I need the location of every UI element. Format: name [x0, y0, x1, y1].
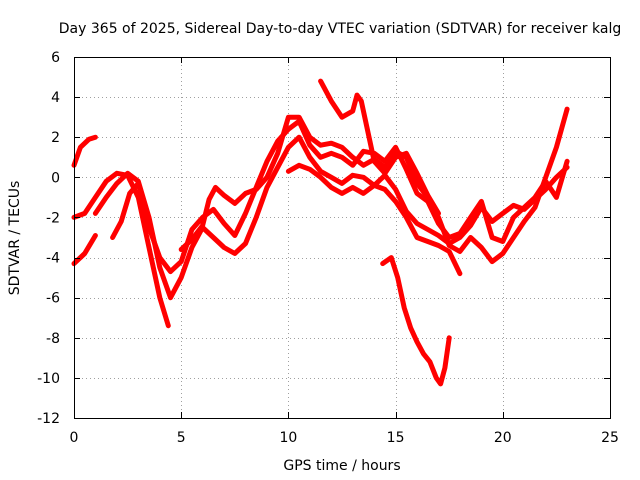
y-tick-label: 4	[51, 90, 60, 106]
grid-lines	[74, 57, 610, 418]
y-tick-label: 6	[51, 50, 60, 66]
series-track-5	[110, 118, 570, 275]
x-tick-label: 20	[494, 430, 512, 446]
y-tick-label: -12	[37, 411, 60, 427]
series-track-1	[71, 134, 98, 168]
y-tick-label: -8	[46, 331, 60, 347]
y-axis-tick-labels: -12 -10 -8 -6 -4 -2 0 2 4 6	[37, 50, 60, 427]
x-tick-label: 5	[177, 430, 186, 446]
x-tick-label: 10	[279, 430, 297, 446]
x-axis-label: GPS time / hours	[283, 458, 400, 474]
series-track-2	[71, 170, 171, 329]
x-axis-tick-labels: 0 5 10 15 20 25	[70, 430, 619, 446]
data-series-group	[71, 78, 570, 387]
series-track-8	[285, 162, 463, 277]
x-tick-label: 0	[70, 430, 79, 446]
series-track-7	[318, 78, 441, 216]
x-tick-label: 15	[387, 430, 405, 446]
y-tick-label: 2	[51, 130, 60, 146]
series-track-6	[178, 106, 570, 265]
series-track-3	[71, 233, 98, 267]
y-axis-label: SDTVAR / TECUs	[7, 181, 23, 296]
chart-title: Day 365 of 2025, Sidereal Day-to-day VTE…	[59, 21, 621, 37]
y-tick-label: 0	[51, 170, 60, 186]
y-tick-label: -10	[37, 371, 60, 387]
series-track-9	[380, 255, 452, 387]
y-tick-label: -2	[46, 210, 60, 226]
axis-ticks	[74, 57, 611, 419]
plot-frame	[74, 57, 611, 419]
y-tick-label: -4	[46, 251, 60, 267]
y-tick-label: -6	[46, 291, 60, 307]
x-tick-label: 25	[601, 430, 619, 446]
